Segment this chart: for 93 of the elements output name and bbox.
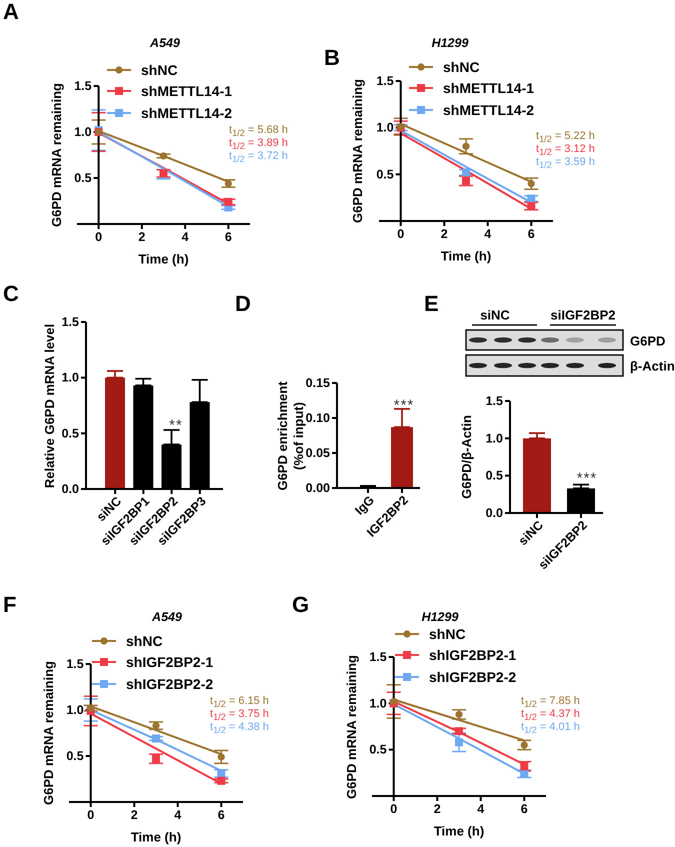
x-tick-label: 4 — [477, 802, 484, 816]
x-tick-label: 2 — [138, 230, 146, 244]
y-tick-label: 0.5 — [486, 468, 504, 483]
y-tick-label: 1.0 — [486, 431, 504, 446]
y-axis-title: G6PD mRNA remaining — [41, 661, 57, 805]
text: D — [235, 291, 251, 316]
y-tick-label: 1.0 — [66, 703, 84, 717]
y-tick-label: 0.5 — [66, 749, 84, 763]
legend-label: shNC — [443, 58, 480, 75]
text: E — [424, 291, 439, 316]
legend-label: shMETTL14-1 — [141, 83, 232, 100]
chart-title: A549 — [152, 610, 182, 624]
y-tick-label: 1.0 — [74, 125, 92, 139]
y-tick-label: 1.0 — [369, 696, 387, 710]
annotation: t$_{1/2}$ = 7.85 h — [521, 695, 580, 710]
legend-label: shIGF2BP2-2 — [429, 668, 516, 685]
chart-title: A549 — [150, 36, 180, 50]
annotation: t$_{1/2}$ = 4.01 h — [521, 721, 580, 738]
y-tick-label: 1.5 — [486, 394, 504, 408]
y-tick-label: 1.5 — [369, 650, 387, 664]
annotation: *** — [394, 397, 414, 414]
x-tick-label: 2 — [440, 226, 448, 241]
x-tick-label: 6 — [218, 808, 225, 822]
y-axis-title: G6PD mRNA remaining — [344, 654, 360, 798]
legend-label: shIGF2BP2-1 — [429, 647, 516, 664]
legend-label: shIGF2BP2-2 — [126, 676, 214, 692]
y-tick-label: 0.5 — [74, 171, 92, 185]
y-axis-title: Relative G6PD mRNA level — [42, 323, 58, 488]
y-tick-label: 0.00 — [306, 481, 330, 495]
text: siNC — [480, 308, 510, 322]
x-tick-label: 6 — [520, 802, 528, 816]
y-tick-label: 0.5 — [376, 167, 394, 182]
x-axis-title: Time (h) — [434, 824, 484, 838]
x-tick-label: 0 — [397, 226, 404, 241]
y-tick-label: 1.5 — [376, 74, 394, 88]
text: G6PD — [630, 334, 666, 348]
x-tick-label: 6 — [224, 230, 232, 244]
y-tick-label: 1.0 — [376, 120, 394, 135]
y-tick-label: 0.5 — [369, 742, 387, 757]
x-axis-title: Time (h) — [130, 830, 182, 844]
x-tick-label: 4 — [182, 230, 189, 244]
annotation: t$_{1/2}$ = 6.15 h — [210, 695, 269, 710]
legend-label: shMETTL14-2 — [443, 102, 534, 118]
y-tick-label: 0.10 — [306, 411, 330, 425]
legend-label: shMETTL14-2 — [141, 104, 232, 121]
annotation: ** — [169, 417, 183, 434]
y-tick-label: 1.5 — [62, 315, 80, 329]
x-tick-label: 2 — [434, 802, 441, 816]
x-axis-title: Time (h) — [138, 252, 189, 266]
legend-label: shNC — [141, 62, 178, 78]
annotation: *** — [576, 470, 598, 488]
y-axis-title: G6PD mRNA remaining — [49, 83, 65, 227]
text: A — [3, 0, 19, 24]
annotation: t$_{1/2}$ = 4.37 h — [521, 708, 580, 722]
x-tick-label: 2 — [130, 808, 138, 822]
annotation: t$_{1/2}$ = 3.72 h — [229, 150, 288, 166]
annotation: t$_{1/2}$ = 3.75 h — [210, 708, 269, 722]
y-tick-label: 0.0 — [486, 506, 504, 520]
y-axis-title: G6PD enrichment (%of input) — [275, 380, 306, 490]
y-tick-label: 0.5 — [62, 426, 80, 440]
legend-label: shNC — [126, 632, 163, 649]
chart-title: H1299 — [432, 36, 468, 50]
text: B — [324, 45, 340, 70]
y-tick-label: 0.0 — [62, 482, 80, 496]
y-tick-label: 0.05 — [306, 446, 330, 460]
legend-label: shIGF2BP2-1 — [126, 654, 214, 670]
y-axis-title: G6PD/β-Actin — [459, 415, 475, 499]
y-tick-label: 1.0 — [62, 370, 80, 385]
y-axis-title: G6PD mRNA remaining — [350, 79, 366, 223]
annotation: t$_{1/2}$ = 5.22 h — [536, 130, 595, 144]
annotation: t$_{1/2}$ = 3.59 h — [536, 156, 595, 172]
x-tick-label: 0 — [390, 802, 398, 816]
text: F — [3, 592, 16, 617]
y-tick-label: 1.5 — [74, 79, 92, 93]
x-tick-label: 4 — [484, 226, 492, 241]
text: β-Actin — [630, 358, 675, 374]
annotation: t$_{1/2}$ = 3.89 h — [229, 137, 288, 152]
legend-label: shNC — [429, 626, 466, 642]
annotation: t$_{1/2}$ = 5.68 h — [229, 124, 288, 138]
y-tick-label: 0.15 — [306, 376, 330, 390]
x-tick-label: 0 — [87, 808, 94, 822]
x-axis-title: Time (h) — [440, 248, 492, 264]
annotation: t$_{1/2}$ = 4.38 h — [210, 721, 269, 738]
text: C — [3, 281, 19, 306]
chart-title: H1299 — [422, 610, 458, 624]
x-tick-label: 0 — [95, 230, 102, 244]
annotation: t$_{1/2}$ = 3.12 h — [536, 143, 595, 158]
x-tick-label: 6 — [528, 226, 535, 241]
legend-label: shMETTL14-1 — [443, 80, 534, 96]
x-tick-label: 4 — [174, 808, 182, 822]
text: G — [292, 592, 310, 617]
y-tick-label: 1.5 — [66, 657, 84, 671]
text: siIGF2BP2 — [550, 308, 616, 322]
